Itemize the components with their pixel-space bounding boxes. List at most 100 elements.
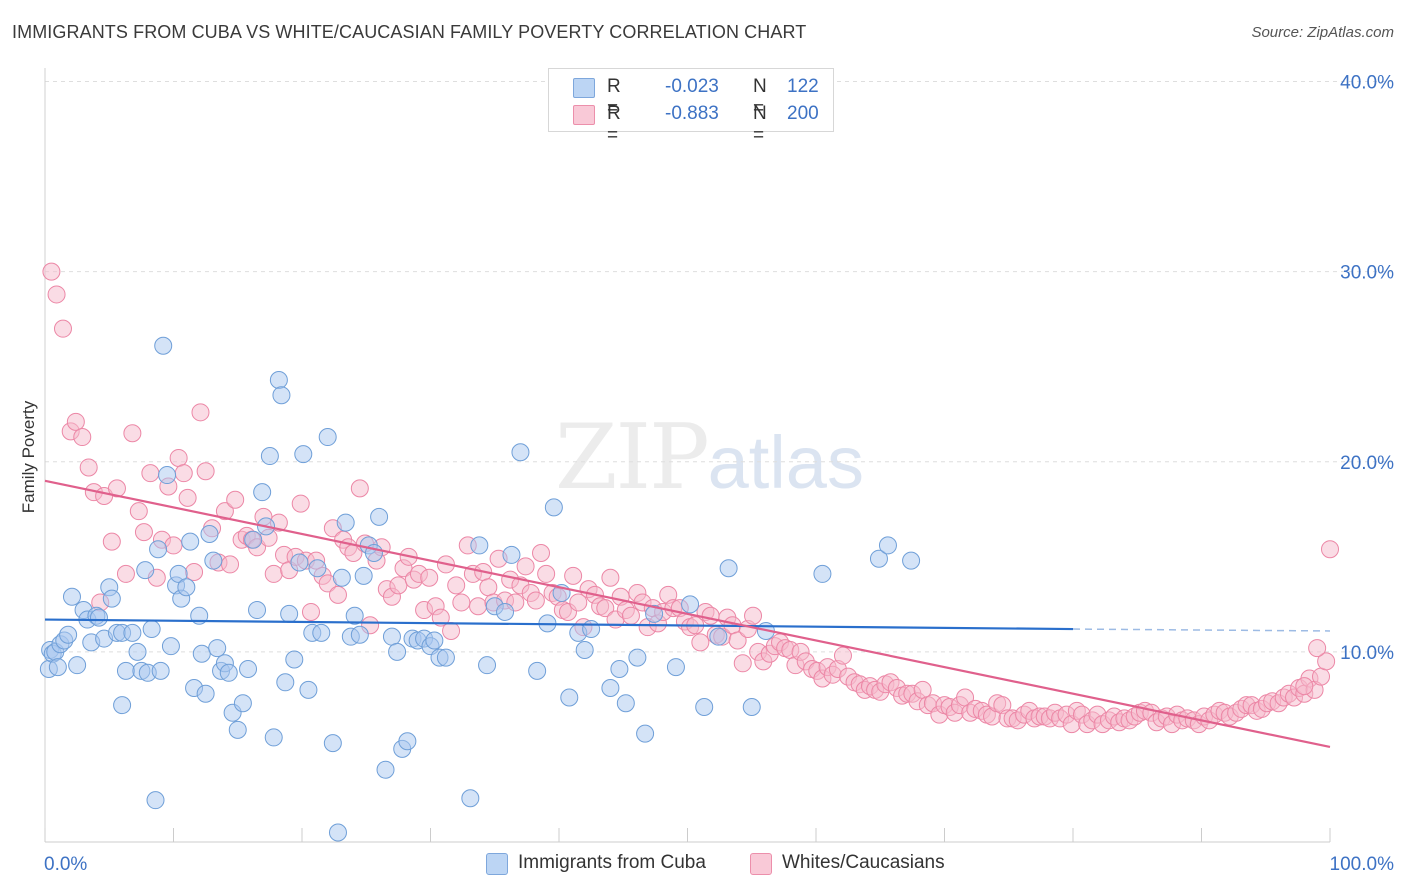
- data-point: [244, 530, 263, 549]
- watermark: ZIPatlas: [555, 405, 864, 510]
- data-point: [323, 734, 342, 753]
- data-point: [219, 663, 238, 682]
- data-point: [601, 568, 620, 587]
- correlation-legend: R = -0.023 N = 122 R = -0.883 N = 200: [548, 68, 834, 146]
- y-axis-label: Family Poverty: [19, 400, 38, 513]
- data-point: [253, 483, 272, 502]
- data-point: [113, 696, 132, 715]
- data-point: [902, 551, 921, 570]
- data-point: [733, 654, 752, 673]
- legend-r-label: R =: [607, 76, 621, 119]
- data-point: [136, 561, 155, 580]
- y-tick-label: 40.0%: [1340, 73, 1394, 94]
- data-point: [285, 650, 304, 669]
- trend-line-cuba: [44, 618, 1074, 631]
- data-point: [276, 673, 295, 692]
- data-point: [1308, 639, 1327, 658]
- data-point: [161, 637, 180, 656]
- data-point: [107, 479, 126, 498]
- legend-swatch-whites: [573, 105, 595, 125]
- data-point: [196, 684, 215, 703]
- data-point: [1312, 667, 1331, 686]
- data-point: [48, 658, 67, 677]
- source-label: Source: ZipAtlas.com: [1251, 24, 1394, 41]
- data-point: [177, 578, 196, 597]
- bottom-legend-swatch-cuba: [486, 853, 508, 875]
- data-point: [294, 445, 313, 464]
- data-point: [269, 371, 288, 389]
- data-point: [628, 648, 647, 667]
- data-point: [833, 646, 852, 665]
- data-point: [328, 823, 347, 842]
- data-point: [308, 559, 327, 578]
- data-point: [47, 285, 66, 304]
- data-point: [200, 525, 219, 543]
- data-point: [129, 502, 148, 521]
- data-point: [744, 606, 763, 625]
- data-point: [621, 606, 640, 625]
- data-point: [204, 551, 223, 570]
- data-point: [719, 559, 738, 578]
- data-point: [575, 640, 594, 659]
- y-tick-label: 10.0%: [1340, 643, 1394, 664]
- data-point: [68, 656, 87, 675]
- data-point: [66, 412, 85, 431]
- data-point: [280, 604, 299, 623]
- legend-n-label: N =: [753, 103, 767, 146]
- data-point: [354, 566, 373, 585]
- legend-r-label: R =: [607, 103, 621, 146]
- data-point: [142, 620, 161, 639]
- data-point: [239, 659, 258, 678]
- watermark-atlas: atlas: [707, 421, 864, 504]
- data-point: [174, 464, 193, 483]
- data-point: [610, 659, 629, 678]
- bottom-legend-label-whites: Whites/Caucasians: [782, 852, 945, 873]
- data-point: [264, 728, 283, 747]
- bottom-legend-swatch-whites: [750, 853, 772, 875]
- data-point: [564, 566, 583, 585]
- data-point: [452, 593, 471, 612]
- data-point: [596, 599, 615, 618]
- x-tick-label: 0.0%: [44, 854, 87, 875]
- data-point: [196, 462, 215, 481]
- data-point: [469, 597, 488, 616]
- data-point: [350, 479, 369, 498]
- data-point: [701, 606, 720, 625]
- data-point: [447, 576, 466, 595]
- data-point: [181, 532, 200, 551]
- axes: [44, 68, 1331, 843]
- data-point: [73, 428, 92, 447]
- data-point: [149, 540, 168, 559]
- trend-lines: [44, 479, 1331, 749]
- data-point: [666, 658, 685, 677]
- data-point: [532, 544, 551, 563]
- data-point: [479, 578, 498, 597]
- data-point: [502, 545, 521, 564]
- data-point: [89, 608, 108, 627]
- data-point: [299, 680, 318, 699]
- y-tick-label: 20.0%: [1340, 453, 1394, 474]
- data-point: [215, 502, 234, 521]
- data-point: [158, 466, 177, 485]
- data-point: [516, 557, 535, 576]
- data-point: [318, 428, 337, 447]
- data-point: [388, 642, 407, 661]
- data-point: [208, 639, 227, 658]
- data-point: [185, 563, 204, 582]
- data-point: [389, 576, 408, 595]
- data-point: [332, 568, 351, 587]
- axis-labels: 10.0% 20.0% 30.0% 40.0% 0.0% 100.0% Family Pov…: [19, 73, 1394, 875]
- data-point: [169, 564, 188, 583]
- data-point: [431, 608, 450, 627]
- data-point: [376, 760, 395, 779]
- data-point: [496, 602, 515, 621]
- data-point: [420, 568, 439, 587]
- watermark-zip: ZIP: [555, 405, 710, 510]
- data-point: [742, 698, 761, 717]
- data-point: [301, 602, 320, 621]
- data-point: [436, 648, 455, 667]
- data-point: [544, 498, 563, 517]
- data-point: [134, 523, 153, 542]
- data-point: [681, 595, 700, 614]
